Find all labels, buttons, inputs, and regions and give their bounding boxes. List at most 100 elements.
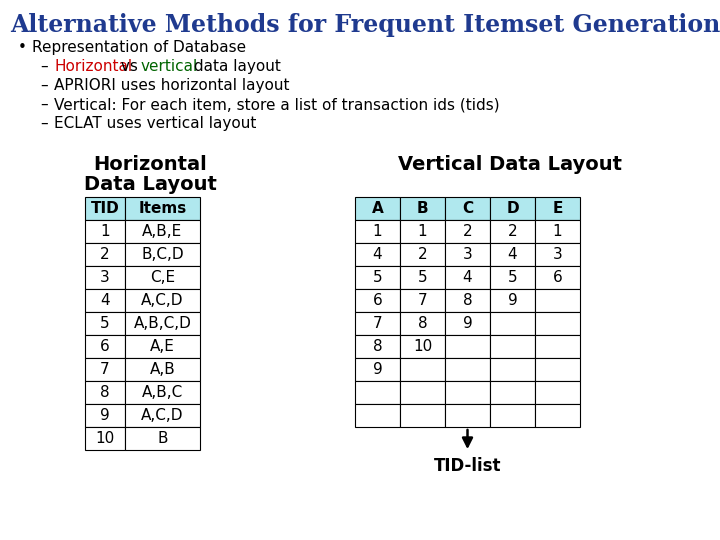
Text: 2: 2 [508,224,517,239]
Bar [445,335,490,358]
Bar [490,197,535,220]
Bar [400,197,445,220]
Bar [535,335,580,358]
Text: –: – [40,78,48,93]
Text: –: – [40,116,48,131]
Text: 5: 5 [508,270,517,285]
Text: 8: 8 [418,316,427,331]
Bar [535,243,580,266]
Bar [85,404,125,427]
Bar [85,427,125,450]
Text: A,B,C,D: A,B,C,D [134,316,192,331]
Bar [490,289,535,312]
Text: A,B,E: A,B,E [143,224,183,239]
Text: 7: 7 [373,316,382,331]
Bar [125,427,200,450]
Text: A: A [372,201,383,216]
Bar [490,220,535,243]
Bar [355,404,400,427]
Bar [125,358,200,381]
Bar [125,404,200,427]
Bar [535,404,580,427]
Bar [85,197,125,220]
Bar [85,289,125,312]
Bar [490,404,535,427]
Text: 1: 1 [100,224,110,239]
Text: •: • [18,40,27,55]
Text: 10: 10 [413,339,432,354]
Bar [400,243,445,266]
Text: 4: 4 [373,247,382,262]
Bar [355,289,400,312]
Text: 9: 9 [100,408,110,423]
Text: Vertical: For each item, store a list of transaction ids (tids): Vertical: For each item, store a list of… [54,97,500,112]
Bar [445,289,490,312]
Bar [85,381,125,404]
Bar [355,381,400,404]
Bar [355,312,400,335]
Text: 5: 5 [373,270,382,285]
Text: 6: 6 [553,270,562,285]
Text: 6: 6 [100,339,110,354]
Text: A,C,D: A,C,D [141,293,184,308]
Text: D: D [506,201,519,216]
Text: ECLAT uses vertical layout: ECLAT uses vertical layout [54,116,256,131]
Text: Representation of Database: Representation of Database [32,40,246,55]
Bar [355,335,400,358]
Bar [85,220,125,243]
Text: A,C,D: A,C,D [141,408,184,423]
Bar [490,312,535,335]
Bar [535,381,580,404]
Bar [490,266,535,289]
Text: Horizontal: Horizontal [54,59,132,74]
Text: C: C [462,201,473,216]
Text: Vertical Data Layout: Vertical Data Layout [398,155,622,174]
Text: 2: 2 [463,224,472,239]
Bar [445,381,490,404]
Text: 3: 3 [463,247,472,262]
Bar [125,197,200,220]
Text: 9: 9 [508,293,518,308]
Text: 5: 5 [100,316,110,331]
Text: B,C,D: B,C,D [141,247,184,262]
Bar [535,358,580,381]
Text: B: B [417,201,428,216]
Text: 1: 1 [373,224,382,239]
Bar [445,220,490,243]
Text: TID: TID [91,201,120,216]
Bar [490,335,535,358]
Text: 4: 4 [463,270,472,285]
Bar [355,220,400,243]
Text: 7: 7 [418,293,427,308]
Bar [445,266,490,289]
Text: C,E: C,E [150,270,175,285]
Text: 3: 3 [100,270,110,285]
Bar [400,312,445,335]
Bar [125,289,200,312]
Bar [355,266,400,289]
Bar [445,358,490,381]
Bar [125,220,200,243]
Text: 6: 6 [373,293,382,308]
Bar [85,243,125,266]
Text: 8: 8 [373,339,382,354]
Text: 7: 7 [100,362,110,377]
Text: A,E: A,E [150,339,175,354]
Text: 10: 10 [95,431,114,446]
Text: 2: 2 [100,247,110,262]
Text: APRIORI uses horizontal layout: APRIORI uses horizontal layout [54,78,289,93]
Bar [85,266,125,289]
Bar [490,381,535,404]
Bar [535,312,580,335]
Text: Horizontal: Horizontal [93,155,207,174]
Bar [535,266,580,289]
Bar [85,312,125,335]
Text: Items: Items [138,201,186,216]
Text: 9: 9 [373,362,382,377]
Bar [400,335,445,358]
Text: 4: 4 [100,293,110,308]
Bar [85,335,125,358]
Bar [355,358,400,381]
Bar [125,335,200,358]
Bar [400,358,445,381]
